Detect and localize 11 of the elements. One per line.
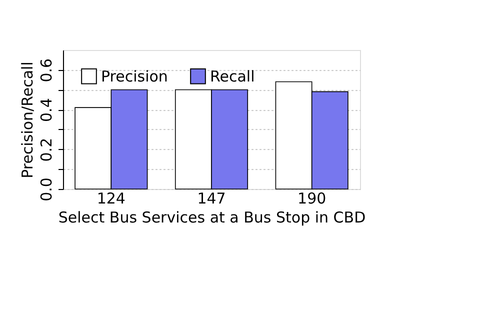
legend-label: Recall (210, 67, 255, 86)
y-tick-label: 0.0 (38, 178, 56, 202)
y-tick-label: 0.6 (38, 58, 56, 82)
x-axis-title: Select Bus Services at a Bus Stop in CBD (58, 208, 366, 226)
y-tick-label: 0.2 (38, 138, 56, 162)
y-tick-label: 0.4 (38, 98, 56, 122)
x-tick-label: 190 (298, 190, 326, 208)
x-tick-label: 147 (197, 190, 226, 208)
x-tick-label: 124 (96, 190, 126, 208)
y-axis-title: Precision/Recall (18, 62, 36, 178)
legend-label: Precision (101, 67, 168, 86)
